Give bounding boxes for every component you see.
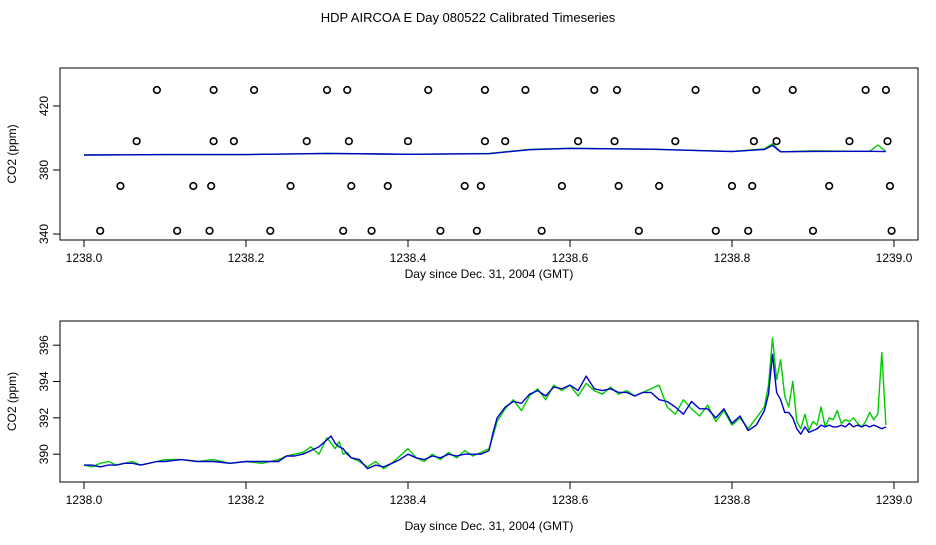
data-point [480,137,490,146]
x-tick-label: 1238.8 [714,251,751,265]
data-point [845,137,854,146]
data-point [612,85,622,95]
data-point [383,181,392,191]
data-point [861,85,870,95]
data-point [476,181,486,191]
data-point [883,137,892,146]
data-point [881,85,891,95]
data-point [825,181,834,191]
data-point [116,181,125,191]
data-point [634,226,643,235]
data-point [367,226,376,235]
data-point [96,226,105,235]
y-tick-label: 396 [37,335,51,355]
data-point [808,226,818,235]
data-point [772,137,781,146]
data-point [424,85,433,95]
data-point [557,181,567,191]
data-point [344,137,353,146]
plot-frame [59,320,919,483]
data-point [250,85,259,95]
series-line-blue [84,353,887,470]
data-point [205,226,214,235]
y-tick-label: 392 [37,408,51,428]
data-point [152,85,161,95]
data-point [749,137,758,146]
data-point [748,181,757,191]
data-point [752,85,761,95]
x-tick-label: 1238.2 [228,493,265,507]
data-point [691,85,700,95]
data-point [322,85,332,95]
data-point [654,181,664,191]
data-point [711,226,720,235]
x-tick-label: 1238.4 [390,251,427,265]
series-line-blue [83,144,886,156]
data-point [347,181,356,191]
data-point [173,226,182,235]
x-axis-label: Day since Dec. 31, 2004 (GMT) [405,267,574,281]
x-tick-label: 1239.0 [876,251,913,265]
data-point [302,137,311,146]
y-axis-label: CO2 (ppm) [5,372,19,431]
data-point [885,181,895,191]
chart-panel-bottom: 1238.0 1238.2 1238.4 1238.6 1238.8 1239.0 390 3… [5,320,919,533]
data-point [343,85,352,95]
y-tick-label: 420 [37,96,51,116]
y-tick-label: 394 [37,371,51,391]
data-point [229,137,238,146]
data-point [189,181,198,191]
data-point [727,181,737,191]
x-tick-label: 1238.6 [552,251,589,265]
x-tick-label: 1238.0 [66,493,103,507]
data-point [209,137,218,146]
data-point [339,226,348,235]
x-tick-label: 1238.0 [66,251,103,265]
y-tick-label: 380 [37,160,51,180]
data-point [744,226,753,235]
x-tick-label: 1238.2 [228,251,265,265]
data-point [887,226,896,235]
figure-title: HDP AIRCOA E Day 080522 Calibrated Times… [321,10,616,25]
data-point [501,137,510,146]
data-point [573,137,583,146]
data-point [610,137,619,146]
plot-frame [59,67,919,241]
y-tick-label: 340 [37,224,51,244]
x-tick-label: 1239.0 [876,493,913,507]
data-point [472,226,481,235]
data-point [266,226,275,235]
data-point [788,85,797,95]
chart-panel-top: 1238.0 1238.2 1238.4 1238.6 1238.8 1239.0 340 3… [5,67,919,281]
x-tick-label: 1238.6 [552,493,589,507]
data-point [521,85,530,95]
data-point [460,181,469,191]
y-tick-label: 390 [37,444,51,464]
data-point [480,85,490,95]
data-point [403,137,413,146]
data-point [209,85,218,95]
data-point [286,181,295,191]
data-point [614,181,623,191]
data-point [671,137,680,146]
y-axis-label: CO2 (ppm) [5,124,19,183]
data-point [436,226,445,235]
x-tick-label: 1238.4 [390,493,427,507]
data-point [207,181,216,191]
data-point [590,85,599,95]
data-point [537,226,546,235]
x-tick-label: 1238.8 [714,493,751,507]
x-axis-label: Day since Dec. 31, 2004 (GMT) [405,519,574,533]
data-point [132,137,141,146]
